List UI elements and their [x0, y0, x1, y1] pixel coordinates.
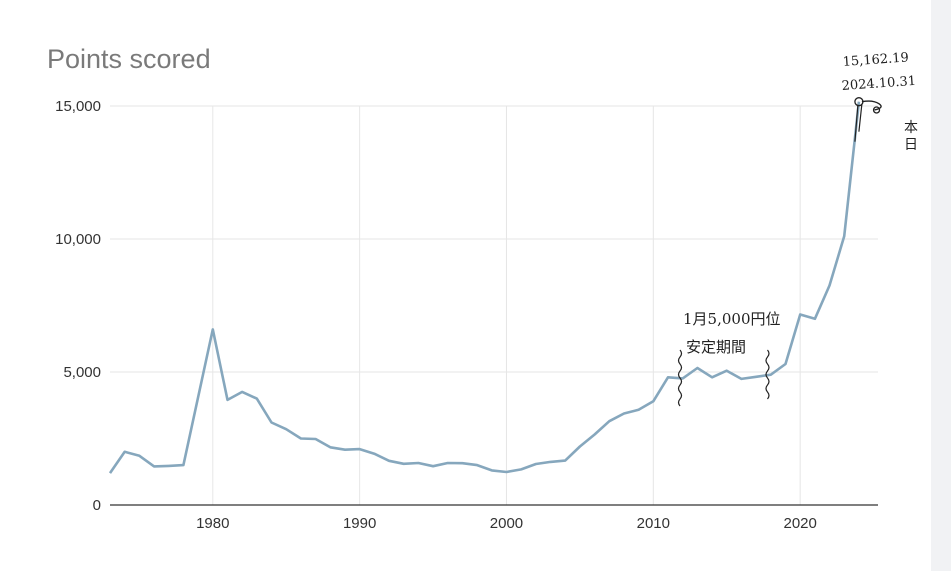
- range-end-bracket: [765, 349, 770, 400]
- range-note-line1: 1月5,000円位: [683, 310, 781, 328]
- y-tick-label: 15,000: [55, 98, 101, 115]
- x-tick-label: 2000: [490, 515, 523, 532]
- peak-pointer-stroke: [854, 103, 863, 142]
- range-start-bracket: [677, 349, 683, 407]
- x-tick-label: 1990: [343, 515, 376, 532]
- peak-value-note: 15,162.19: [842, 50, 909, 70]
- y-tick-label: 5,000: [63, 364, 101, 381]
- range-note-line2: 安定期間: [686, 338, 746, 356]
- today-marker: [872, 106, 881, 114]
- x-tick-label: 2020: [783, 515, 816, 532]
- scrollbar-track[interactable]: [931, 0, 951, 571]
- peak-to-today-stroke: [861, 100, 882, 111]
- x-tick-label: 2010: [637, 515, 670, 532]
- series-line: [108, 101, 861, 474]
- y-tick-label: 0: [93, 497, 101, 514]
- x-tick-label: 1980: [196, 515, 229, 532]
- y-tick-label: 10,000: [55, 231, 101, 248]
- today-note: 本日: [904, 120, 918, 153]
- chart-title: Points scored: [47, 44, 211, 74]
- peak-date-note: 2024.10.31: [841, 74, 916, 94]
